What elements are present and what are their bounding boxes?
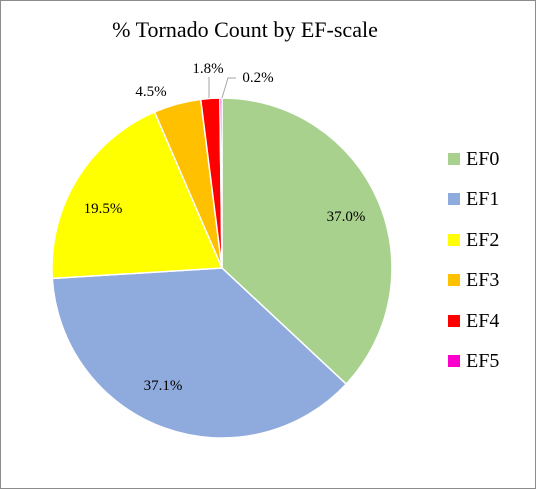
data-label-ef1: 37.1% <box>144 378 183 394</box>
pie-slice-ef2 <box>51 110 224 280</box>
legend-label-ef2: EF2 <box>466 228 500 251</box>
legend-item-ef1: EF1 <box>448 187 528 211</box>
legend-swatch-ef1 <box>448 193 460 206</box>
legend-label-ef5: EF5 <box>466 349 500 372</box>
legend-swatch-ef3 <box>448 274 460 287</box>
data-label-ef0: 37.0% <box>327 209 366 225</box>
legend-label-ef0: EF0 <box>466 148 500 170</box>
legend-label-ef1: EF1 <box>466 188 500 211</box>
chart-title: % Tornado Count by EF-scale <box>112 17 378 42</box>
legend-item-ef0: EF0 <box>448 147 528 171</box>
data-label-ef5: 0.2% <box>242 70 273 86</box>
data-label-ef2: 19.5% <box>84 201 123 217</box>
pie-slice-ef1 <box>51 267 348 439</box>
legend-swatch-ef4 <box>448 314 460 327</box>
legend: EF0 EF1 EF2 EF3 EF4 EF5 <box>448 147 528 389</box>
legend-label-ef4: EF4 <box>466 309 500 332</box>
legend-item-ef5: EF5 <box>448 349 528 373</box>
data-label-ef3: 4.5% <box>135 84 166 100</box>
leader-line-ef5 <box>221 77 236 99</box>
legend-item-ef2: EF2 <box>448 228 528 252</box>
legend-item-ef3: EF3 <box>448 268 528 292</box>
legend-swatch-ef5 <box>448 354 460 367</box>
pie-slice-ef5 <box>219 97 223 269</box>
pie-slice-ef0 <box>221 97 393 386</box>
legend-item-ef4: EF4 <box>448 309 528 333</box>
data-label-ef4: 1.8% <box>192 61 223 77</box>
legend-swatch-ef2 <box>448 233 460 246</box>
legend-swatch-ef0 <box>448 153 460 165</box>
legend-label-ef3: EF3 <box>466 269 500 292</box>
